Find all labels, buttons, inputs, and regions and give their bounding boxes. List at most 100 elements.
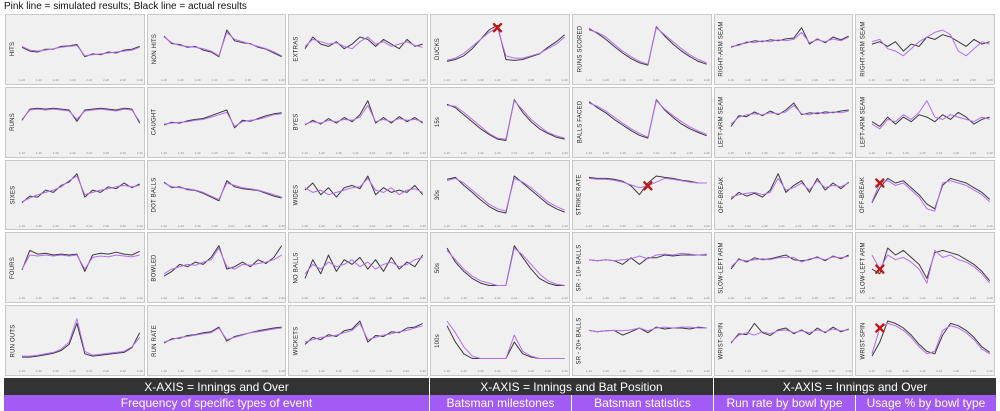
x-tick-label: 2-30	[262, 78, 268, 82]
x-tick-label: 2-10	[228, 369, 234, 373]
x-tick-label: 1-10	[444, 78, 450, 82]
x-tick-label: 2-30	[545, 223, 551, 227]
group-label-usage-by-bowl-type: Usage % by bowl type	[855, 395, 996, 411]
x-tick-label: 2-30	[687, 296, 693, 300]
x-tick-label: 1-40	[353, 151, 359, 155]
x-tick-label: 2-10	[511, 223, 517, 227]
x-tick-label: 2-40	[562, 296, 568, 300]
x-tick-label: 2-30	[687, 369, 693, 373]
x-tick-label: 1-30	[478, 369, 484, 373]
x-tick-label: 1-20	[886, 151, 892, 155]
x-tick-label: 1-10	[869, 223, 875, 227]
x-tick-label: 2-40	[845, 223, 851, 227]
x-tick-label: 2-10	[937, 223, 943, 227]
x-tick-label: 1-20	[461, 296, 467, 300]
x-tick-label: 2-20	[953, 296, 959, 300]
panel-slow-left-arm-27: SLOW-LEFT ARM 1-10 1-20 1-30 1-40 2-10 2-20 2-3…	[855, 232, 995, 304]
panel-caught-8: CAUGHT 1-10 1-20 1-30 1-40 2-10 2-20 2-30 2-40	[146, 86, 287, 158]
x-tick-label: 1-30	[761, 369, 767, 373]
x-tick-label: 2-20	[670, 296, 676, 300]
x-tick-label: 2-10	[228, 151, 234, 155]
actual-series-line	[163, 245, 282, 277]
panel-left-arm-seam-13: LEFT-ARM SEAM 1-10 1-20 1-30 1-40 2-10 2-20 2-3…	[855, 86, 995, 158]
x-tick-label: 1-40	[69, 223, 75, 227]
x-tick-label: 2-40	[704, 151, 710, 155]
x-tick-label: 2-30	[262, 151, 268, 155]
x-tick-label: 1-10	[586, 151, 592, 155]
x-tick-label: 2-10	[795, 296, 801, 300]
group-label-batsman-statistics: Batsman statistics	[571, 395, 713, 411]
x-tick-label: 1-20	[603, 369, 609, 373]
x-tick-label: 1-20	[886, 296, 892, 300]
x-tick-label: 2-30	[970, 223, 976, 227]
panel-right-arm-seam-6: RIGHT-ARM SEAM 1-10 1-20 1-30 1-40 2-10 2-20 2-…	[855, 14, 995, 85]
x-tick-label: 1-20	[603, 78, 609, 82]
x-tick-label: 1-40	[211, 369, 217, 373]
group-label-event-frequency: Frequency of specific types of event	[4, 395, 429, 411]
x-tick-label: 2-20	[528, 296, 534, 300]
x-tick-label: 1-20	[36, 296, 42, 300]
marker-stroke	[642, 180, 653, 191]
x-tick-label: 2-10	[653, 78, 659, 82]
x-tick-label: 1-10	[586, 296, 592, 300]
x-tick-label: 1-40	[778, 369, 784, 373]
x-tick-label: 1-10	[19, 223, 25, 227]
x-tick-label: 1-30	[619, 151, 625, 155]
x-tick-label: 2-40	[278, 78, 284, 82]
x-tick-label: 1-40	[211, 151, 217, 155]
simulated-series-line	[163, 247, 282, 275]
x-tick-label: 2-40	[704, 296, 710, 300]
x-tick-label: 2-40	[137, 78, 143, 82]
x-tick-label: 2-30	[828, 223, 834, 227]
x-tick-label: 1-40	[778, 151, 784, 155]
x-tick-label: 2-30	[687, 151, 693, 155]
x-tick-label: 2-40	[704, 369, 710, 373]
x-tick-label: 1-40	[353, 78, 359, 82]
simulated-series-line	[447, 99, 565, 140]
x-tick-label: 2-40	[704, 223, 710, 227]
x-tick-label: 1-10	[19, 151, 25, 155]
simulated-series-line	[872, 99, 991, 130]
x-tick-label: 2-20	[953, 369, 959, 373]
x-tick-label: 1-20	[177, 296, 183, 300]
panel-plot: 1-10 1-20 1-30 1-40 2-10 2-20 2-30 2-40	[19, 107, 143, 155]
x-tick-label: 2-30	[262, 223, 268, 227]
x-tick-label: 2-40	[845, 369, 851, 373]
x-tick-label: 2-40	[137, 369, 143, 373]
panel-plot: 1-10 1-20 1-30 1-40 2-10 2-20 2-30 2-40	[728, 172, 852, 227]
x-tick-label: 2-10	[228, 223, 234, 227]
x-tick-label: 1-30	[903, 369, 909, 373]
x-tick-label: 1-10	[728, 369, 734, 373]
x-tick-label: 1-30	[194, 151, 200, 155]
simulated-series-line	[305, 257, 424, 275]
panel-plot: 1-10 1-20 1-30 1-40 2-10 2-20 2-30 2-40	[869, 99, 993, 155]
panel-plot: 1-10 1-20 1-30 1-40 2-10 2-20 2-30 2-40	[728, 102, 852, 155]
actual-series-line	[730, 172, 849, 200]
x-tick-label: 2-40	[278, 223, 284, 227]
x-tick-label: 2-10	[86, 151, 92, 155]
simulated-series-line	[21, 45, 140, 57]
x-tick-label: 1-40	[69, 369, 75, 373]
x-tick-label: 2-20	[528, 151, 534, 155]
panel-fours-21: FOURS 1-10 1-20 1-30 1-40 2-10 2-20 2-30 2-40	[5, 232, 145, 304]
x-tick-label: 2-20	[670, 78, 676, 82]
simulated-series-line	[305, 104, 424, 125]
x-tick-label: 2-10	[511, 151, 517, 155]
x-tick-label: 2-10	[795, 151, 801, 155]
panel-plot: 1-10 1-20 1-30 1-40 2-10 2-20 2-30 2-40	[869, 247, 993, 300]
panel-wickets-30: WICKETS 1-10 1-20 1-30 1-40 2-10 2-20 2-30 2-40	[288, 305, 429, 376]
x-tick-label: 2-30	[828, 296, 834, 300]
panel-bowled-22: BOWLED 1-10 1-20 1-30 1-40 2-10 2-20 2-30 2-40	[146, 232, 287, 304]
x-tick-label: 1-40	[636, 78, 642, 82]
x-tick-label: 1-30	[53, 223, 59, 227]
x-tick-label: 1-10	[586, 223, 592, 227]
x-tick-label: 2-20	[245, 151, 251, 155]
x-tick-label: 2-30	[262, 296, 268, 300]
actual-series-line	[446, 98, 565, 141]
x-tick-label: 2-40	[562, 78, 568, 82]
x-tick-label: 1-30	[53, 369, 59, 373]
panel-plot: 1-10 1-20 1-30 1-40 2-10 2-20 2-30 2-40	[444, 98, 568, 155]
red-cross-marker	[875, 177, 885, 188]
x-tick-label: 1-30	[761, 296, 767, 300]
x-tick-label: 1-30	[903, 223, 909, 227]
